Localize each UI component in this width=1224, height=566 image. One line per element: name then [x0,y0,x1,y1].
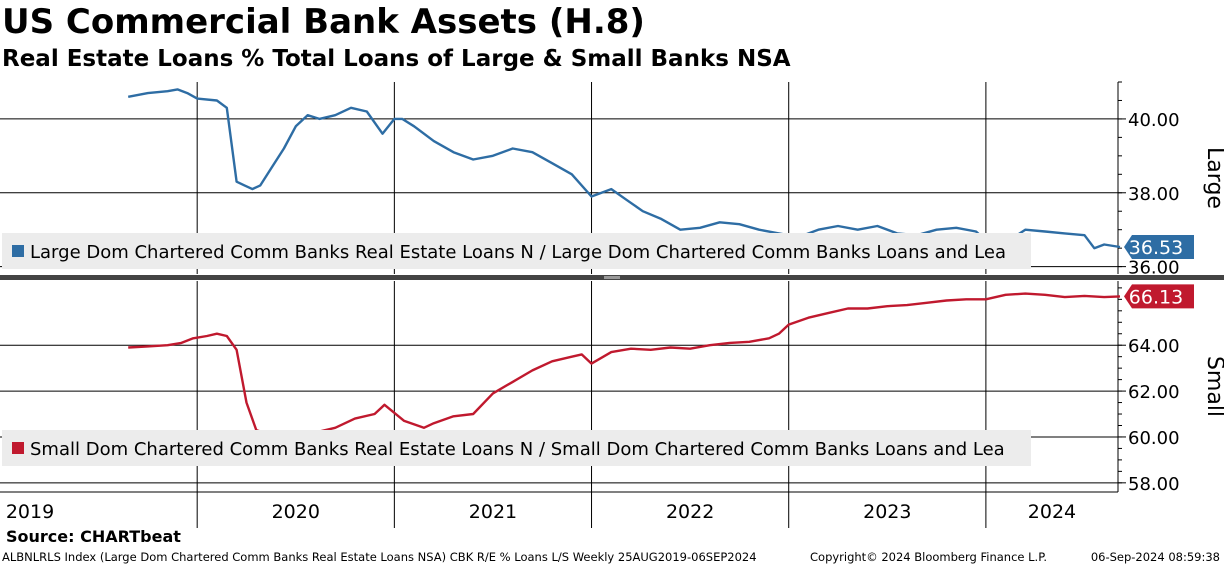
y-axis-title: Small [1202,356,1224,417]
last-value-label: 66.13 [1129,286,1183,308]
legend-label: Small Dom Chartered Comm Banks Real Esta… [30,439,1005,460]
footer-copyright: Copyright© 2024 Bloomberg Finance L.P. [810,550,1047,564]
y-axis-title: Large [1202,147,1224,209]
series-line-large [127,88,1121,250]
legend-background [2,430,1031,466]
legend: Large Dom Chartered Comm Banks Real Esta… [2,233,1031,269]
y-tick-label: 60.00 [1128,428,1180,449]
x-tick-label: 2019 [6,501,54,523]
legend-swatch [12,245,24,257]
panel-divider-handle [604,276,620,279]
source-label: Source: CHARTbeat [6,527,181,546]
legend-label: Large Dom Chartered Comm Banks Real Esta… [30,242,1006,263]
y-tick-label: 36.00 [1128,258,1180,279]
last-value-badge [1124,284,1194,309]
x-tick-label: 2022 [666,501,714,523]
legend-swatch [12,442,24,454]
last-value-tag: 36.53 [1124,235,1194,260]
y-tick-label: 62.00 [1128,382,1180,403]
last-value-tag: 66.13 [1124,284,1194,309]
y-tick-label: 58.00 [1128,474,1180,495]
chart-subtitle: Real Estate Loans % Total Loans of Large… [2,46,791,72]
chart-title: US Commercial Bank Assets (H.8) [2,2,645,42]
series-line-small [128,292,1121,439]
legend: Small Dom Chartered Comm Banks Real Esta… [2,430,1031,466]
footer-ticker-info: ALBNLRLS Index (Large Dom Chartered Comm… [2,550,757,564]
y-tick-label: 40.00 [1128,110,1180,131]
y-tick-label: 64.00 [1128,336,1180,357]
x-tick-label: 2023 [863,501,911,523]
x-tick-label: 2021 [469,501,517,523]
last-value-label: 36.53 [1129,237,1183,259]
footer-timestamp: 06-Sep-2024 08:59:38 [1090,550,1220,564]
legend-background [2,233,1031,269]
last-value-badge [1124,235,1194,260]
y-tick-label: 38.00 [1128,184,1180,205]
x-tick-label: 2020 [272,501,320,523]
x-tick-label: 2024 [1028,501,1076,523]
